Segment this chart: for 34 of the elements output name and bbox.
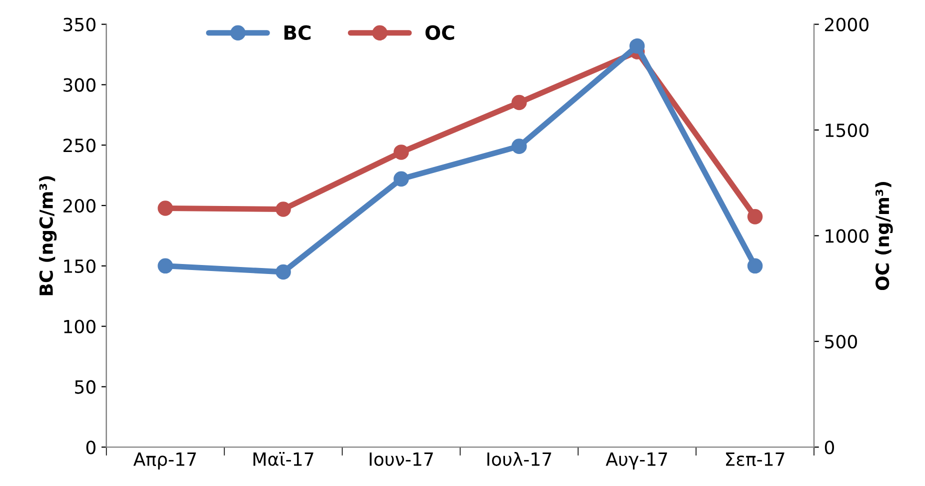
y-tick-label: 200 (64, 198, 96, 213)
x-tick-label: Σεπ-17 (726, 452, 784, 466)
y-tick-label: 250 (64, 138, 96, 152)
point (394, 171, 409, 187)
x-tick-label: Ιουλ-17 (487, 452, 552, 466)
x-tick-label: Μαϊ-17 (254, 452, 314, 466)
y2-tick-label: 0 (824, 440, 834, 454)
point (747, 209, 763, 224)
point (158, 258, 173, 274)
point (747, 258, 763, 274)
point (276, 202, 291, 217)
y-tick-label: 0 (86, 440, 96, 454)
y2-tick-label: 2000 (825, 18, 868, 32)
point (394, 144, 409, 160)
y2-tick-label: 1000 (826, 229, 868, 243)
point (158, 200, 173, 216)
y2-tick-label: 500 (825, 334, 857, 349)
x-tick-label: Απρ-17 (133, 452, 196, 470)
y2-axis-title: OC (ng/m³) (875, 182, 893, 290)
y-tick-label: 300 (64, 78, 96, 92)
y-tick-label: 100 (64, 320, 96, 334)
y-axis-title: BC (ngC/m³) (39, 176, 57, 296)
legend-label: OC (426, 25, 454, 40)
y-tick-label: 350 (64, 18, 96, 32)
x-tick-label: Αυγ-17 (606, 452, 668, 470)
point (512, 138, 527, 154)
y-tick-label: 50 (75, 380, 96, 394)
point (512, 94, 527, 110)
y2-tick-label: 1500 (826, 123, 868, 138)
x-tick-label: Ιουν-17 (370, 452, 433, 466)
point (629, 38, 645, 54)
point (276, 264, 291, 280)
legend-label: BC (284, 25, 311, 40)
y-tick-label: 150 (64, 259, 96, 274)
